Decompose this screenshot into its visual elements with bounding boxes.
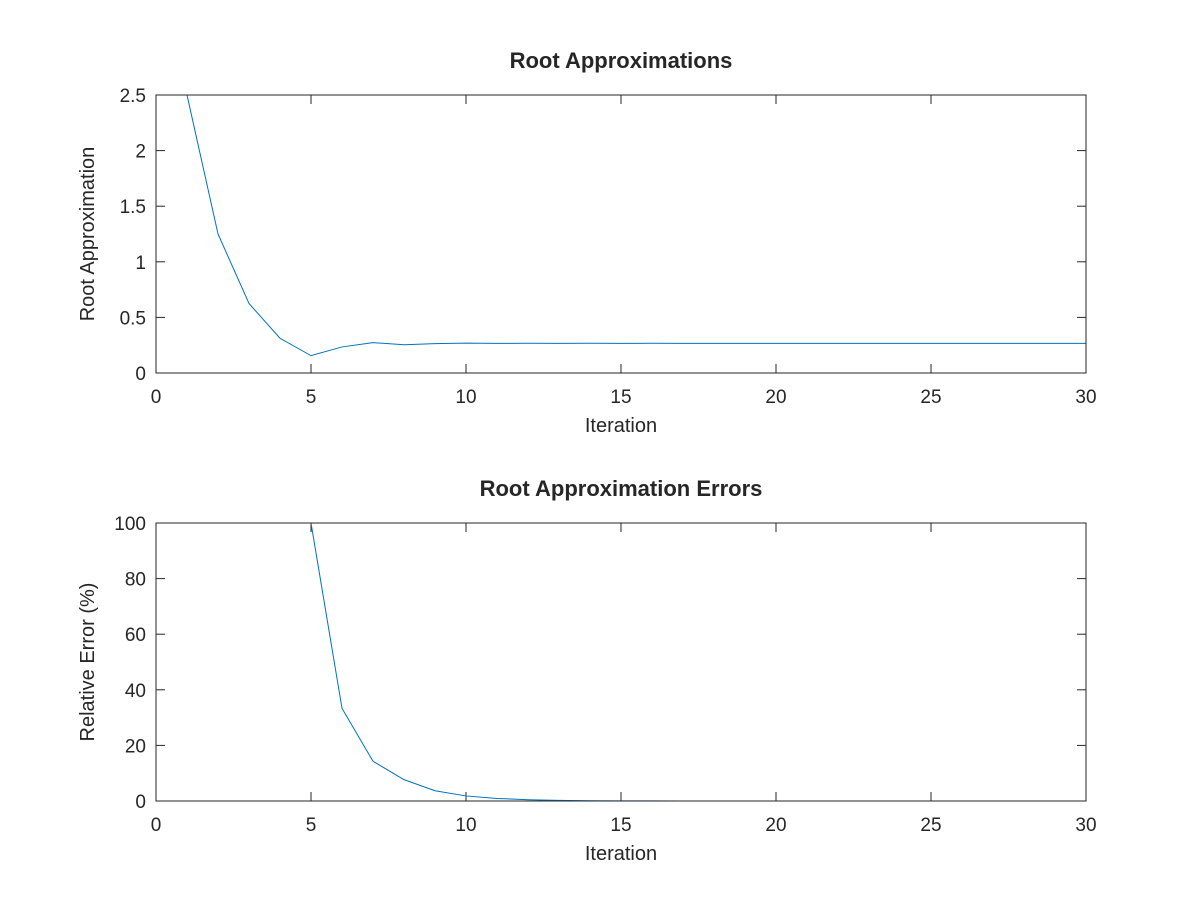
root-approximation-errors-panel: Root Approximation Errors Iteration Rela… (77, 476, 1097, 865)
x-tick-label: 20 (765, 815, 786, 836)
x-tick-label: 15 (610, 387, 631, 408)
x-tick-label: 20 (765, 387, 786, 408)
y-tick-label: 1.5 (120, 197, 146, 218)
x-tick-label: 10 (455, 815, 476, 836)
y-tick-label: 2.5 (120, 86, 146, 107)
chart-title: Root Approximations (510, 48, 733, 73)
y-tick-label: 80 (125, 570, 146, 591)
root-approximations-panel: Root Approximations Iteration Root Appro… (77, 48, 1097, 437)
tick-group: 0 5 10 15 20 25 30 0 20 40 60 80 100 (114, 514, 1096, 836)
series-line (186, 94, 1086, 357)
plot-area (155, 94, 1087, 374)
x-tick-label: 0 (151, 815, 162, 836)
y-axis-label: Relative Error (%) (77, 583, 99, 742)
x-tick-label: 25 (920, 815, 941, 836)
x-tick-label: 30 (1075, 815, 1096, 836)
y-tick-label: 60 (125, 625, 146, 646)
y-tick-label: 20 (125, 736, 146, 757)
x-tick-label: 15 (610, 815, 631, 836)
x-tick-label: 5 (306, 815, 317, 836)
y-tick-label: 100 (114, 514, 146, 535)
series-layer (186, 94, 1086, 357)
chart-title: Root Approximation Errors (480, 476, 763, 501)
x-tick-label: 10 (455, 387, 476, 408)
x-tick-label: 25 (920, 387, 941, 408)
y-tick-label: 40 (125, 681, 146, 702)
x-axis-label: Iteration (585, 843, 657, 865)
series-layer (187, 522, 1086, 802)
y-axis-label: Root Approximation (77, 147, 99, 322)
series-line (187, 522, 1086, 802)
y-tick-label: 2 (135, 142, 146, 163)
x-tick-label: 30 (1075, 387, 1096, 408)
y-tick-label: 0 (135, 792, 146, 813)
y-tick-label: 0.5 (120, 308, 146, 329)
tick-group: 0 5 10 15 20 25 30 0 0.5 1 1.5 2 2.5 (120, 86, 1097, 408)
y-tick-label: 1 (135, 253, 146, 274)
x-tick-label: 0 (151, 387, 162, 408)
x-axis-label: Iteration (585, 415, 657, 437)
x-tick-label: 5 (306, 387, 317, 408)
y-tick-label: 0 (135, 364, 146, 385)
plot-area (155, 522, 1087, 802)
